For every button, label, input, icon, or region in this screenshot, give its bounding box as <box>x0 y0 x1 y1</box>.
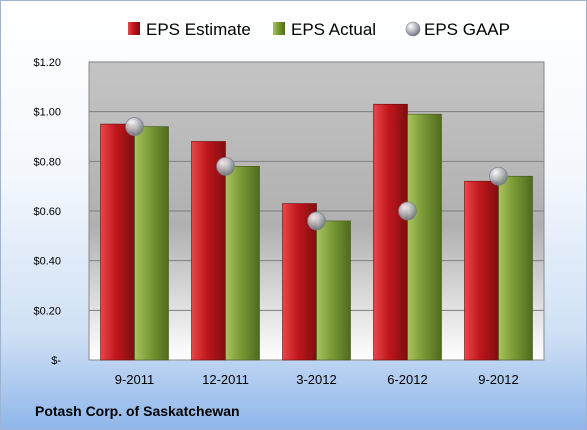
y-tick-label: $1.20 <box>33 57 61 69</box>
eps-chart: EPS Estimate EPS Actual EPS GAAP $- $0.20 $0… <box>33 20 545 387</box>
marker-eps-gaap <box>398 201 417 221</box>
bar-eps-actual <box>225 166 260 361</box>
x-tick-label: 9-2012 <box>478 372 518 387</box>
bar-eps-actual <box>316 220 351 361</box>
x-tick-label: 12-2011 <box>202 372 249 387</box>
company-name: Potash Corp. of Saskatchewan <box>35 403 240 419</box>
marker-eps-gaap <box>125 117 144 136</box>
legend-swatch <box>405 21 421 37</box>
bar-eps-estimate <box>191 141 226 361</box>
bar-eps-actual <box>498 175 533 361</box>
y-tick-label: $0.60 <box>33 206 61 218</box>
legend-label: EPS GAAP <box>424 20 510 39</box>
y-tick-label: $- <box>51 355 61 367</box>
y-tick-label: $1.00 <box>33 107 61 119</box>
bar-eps-actual <box>134 126 169 361</box>
bar-eps-estimate <box>373 103 408 361</box>
marker-eps-gaap <box>489 166 508 186</box>
y-tick-label: $0.20 <box>33 305 61 317</box>
bar-eps-estimate <box>100 123 135 361</box>
y-tick-label: $0.80 <box>33 156 61 168</box>
legend-swatch <box>273 22 285 35</box>
bar-eps-actual <box>407 113 442 361</box>
legend-label: EPS Estimate <box>146 20 251 39</box>
legend-label: EPS Actual <box>291 20 376 39</box>
x-tick-label: 3-2012 <box>296 372 336 387</box>
x-tick-label: 6-2012 <box>387 372 427 387</box>
x-tick-label: 9-2011 <box>115 372 155 387</box>
marker-eps-gaap <box>307 211 326 231</box>
y-tick-label: $0.40 <box>33 256 61 268</box>
marker-eps-gaap <box>216 156 235 176</box>
bar-eps-estimate <box>464 180 499 361</box>
legend-swatch <box>128 22 140 35</box>
